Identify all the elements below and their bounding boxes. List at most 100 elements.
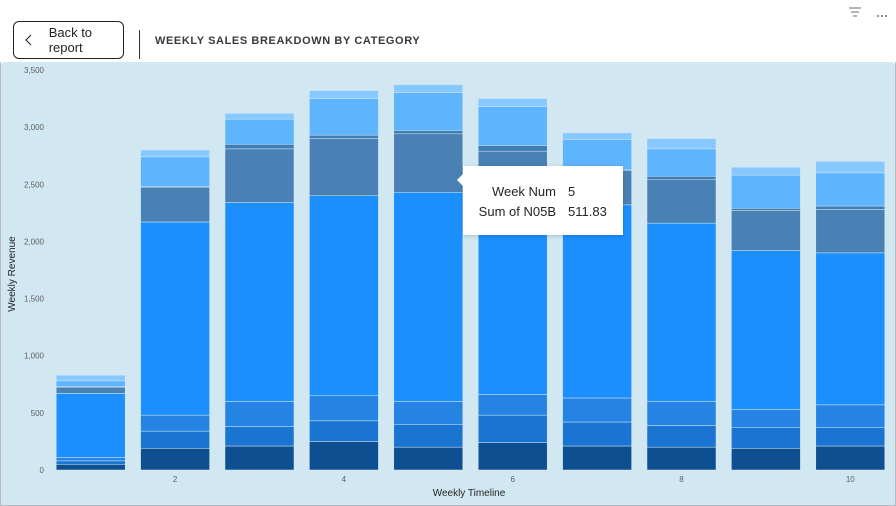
- bar-segment[interactable]: [562, 139, 632, 170]
- bar-segment[interactable]: [815, 172, 886, 207]
- bar-segment[interactable]: [731, 427, 801, 449]
- bar-segment[interactable]: [646, 401, 717, 426]
- bar-segment[interactable]: [477, 98, 548, 107]
- bar-segment[interactable]: [224, 445, 295, 471]
- x-tick-label: 4: [342, 475, 347, 484]
- bar-segment[interactable]: [224, 118, 295, 145]
- bar-segment[interactable]: [55, 374, 126, 382]
- bar-segment[interactable]: [309, 138, 379, 196]
- bar-segment[interactable]: [815, 209, 886, 254]
- bar-segment[interactable]: [393, 446, 464, 471]
- y-tick-label: 1,000: [24, 352, 45, 361]
- bar-segment[interactable]: [140, 156, 210, 187]
- bar-segment[interactable]: [815, 205, 886, 210]
- bar-segment[interactable]: [731, 208, 801, 211]
- bar-segment[interactable]: [646, 425, 717, 448]
- bar-segment[interactable]: [393, 92, 464, 131]
- bar-segment[interactable]: [646, 446, 717, 471]
- bar-segment[interactable]: [224, 401, 295, 427]
- bar-segment[interactable]: [309, 90, 379, 99]
- bar-segment[interactable]: [731, 166, 801, 176]
- y-tick-label: 2,500: [24, 180, 45, 189]
- bar-segment[interactable]: [815, 252, 886, 406]
- bar-segment[interactable]: [731, 210, 801, 251]
- bar-segment[interactable]: [393, 424, 464, 448]
- bar-segment[interactable]: [309, 420, 379, 442]
- bar-segment[interactable]: [224, 426, 295, 447]
- bar-segment[interactable]: [55, 393, 126, 458]
- bar-segment[interactable]: [140, 221, 210, 416]
- x-axis-title: Weekly Timeline: [433, 488, 506, 499]
- bar-segment[interactable]: [140, 149, 210, 158]
- bar-segment[interactable]: [140, 187, 210, 223]
- bar-segment[interactable]: [815, 404, 886, 428]
- bar-segment[interactable]: [55, 387, 126, 394]
- bar-segment[interactable]: [477, 414, 548, 443]
- bar-segment[interactable]: [562, 204, 632, 399]
- header-bar: Back to report WEEKLY SALES BREAKDOWN BY…: [0, 0, 896, 62]
- bar-segment[interactable]: [224, 148, 295, 203]
- bar-segment[interactable]: [646, 138, 717, 150]
- bar-segment[interactable]: [393, 130, 464, 135]
- tooltip-key-week: Week Num: [491, 184, 556, 199]
- bar-segment[interactable]: [393, 401, 464, 425]
- y-tick-label: 3,500: [24, 66, 45, 75]
- bar-segment[interactable]: [646, 176, 717, 180]
- bar-segment[interactable]: [309, 134, 379, 139]
- y-tick-label: 0: [40, 466, 45, 475]
- chart-tooltip: Week Num 5 Sum of N05B 511.83: [457, 166, 623, 235]
- bar-segment[interactable]: [140, 414, 210, 432]
- back-button-label: Back to report: [48, 25, 93, 55]
- bar-segment[interactable]: [477, 106, 548, 146]
- bar-segment[interactable]: [309, 98, 379, 136]
- bar-segment[interactable]: [562, 132, 632, 140]
- x-tick-label: 10: [846, 475, 855, 484]
- bar-segment[interactable]: [815, 427, 886, 447]
- bar-segment[interactable]: [477, 145, 548, 152]
- bar-segment[interactable]: [562, 445, 632, 471]
- more-options-icon[interactable]: [876, 7, 888, 21]
- bar-segment[interactable]: [562, 397, 632, 423]
- tooltip-key-sum: Sum of N05B: [478, 204, 556, 219]
- bar-segment[interactable]: [646, 179, 717, 224]
- x-tick-label: 8: [679, 475, 684, 484]
- x-tick-label: 6: [510, 475, 515, 484]
- bar-segment[interactable]: [477, 394, 548, 416]
- bar-segment[interactable]: [140, 430, 210, 449]
- bar-segment[interactable]: [309, 441, 379, 471]
- bar-segment[interactable]: [646, 222, 717, 402]
- bar-segment[interactable]: [731, 409, 801, 428]
- filter-icon[interactable]: [848, 6, 862, 21]
- y-tick-label: 500: [31, 409, 45, 418]
- y-tick-label: 2,000: [24, 237, 45, 246]
- bar-segment[interactable]: [309, 395, 379, 422]
- chevron-left-icon: [22, 32, 37, 48]
- bar-segment[interactable]: [815, 445, 886, 471]
- bar-segment[interactable]: [731, 448, 801, 471]
- bar-segment[interactable]: [309, 195, 379, 396]
- bar-segment[interactable]: [731, 174, 801, 209]
- chart-area: 0 500 1,000 1,500 2,000 2,500 3,000 3,500 2 4 6 8 10…: [1, 62, 895, 505]
- tooltip-pointer: [457, 174, 463, 186]
- bar-segment[interactable]: [224, 144, 295, 150]
- bar-segment[interactable]: [646, 148, 717, 177]
- bar-segment[interactable]: [224, 202, 295, 402]
- bar-segment[interactable]: [224, 113, 295, 120]
- back-to-report-button[interactable]: Back to report: [13, 21, 124, 59]
- bar-segment[interactable]: [55, 380, 126, 387]
- y-tick-label: 1,500: [24, 295, 45, 304]
- bar-segment[interactable]: [477, 442, 548, 471]
- bar-segment[interactable]: [562, 421, 632, 447]
- bar-segment[interactable]: [731, 250, 801, 410]
- visual-header-icons: [848, 6, 888, 21]
- bar-segment[interactable]: [55, 457, 126, 462]
- bar-segment[interactable]: [393, 192, 464, 402]
- bar-segment[interactable]: [393, 133, 464, 193]
- bar-segment[interactable]: [55, 464, 126, 471]
- y-axis-title: Weekly Revenue: [7, 236, 18, 312]
- page-title: WEEKLY SALES BREAKDOWN BY CATEGORY: [155, 35, 421, 47]
- bar-segment[interactable]: [140, 448, 210, 471]
- bar-segment[interactable]: [393, 84, 464, 93]
- bar-segment[interactable]: [55, 460, 126, 465]
- bar-segment[interactable]: [815, 161, 886, 174]
